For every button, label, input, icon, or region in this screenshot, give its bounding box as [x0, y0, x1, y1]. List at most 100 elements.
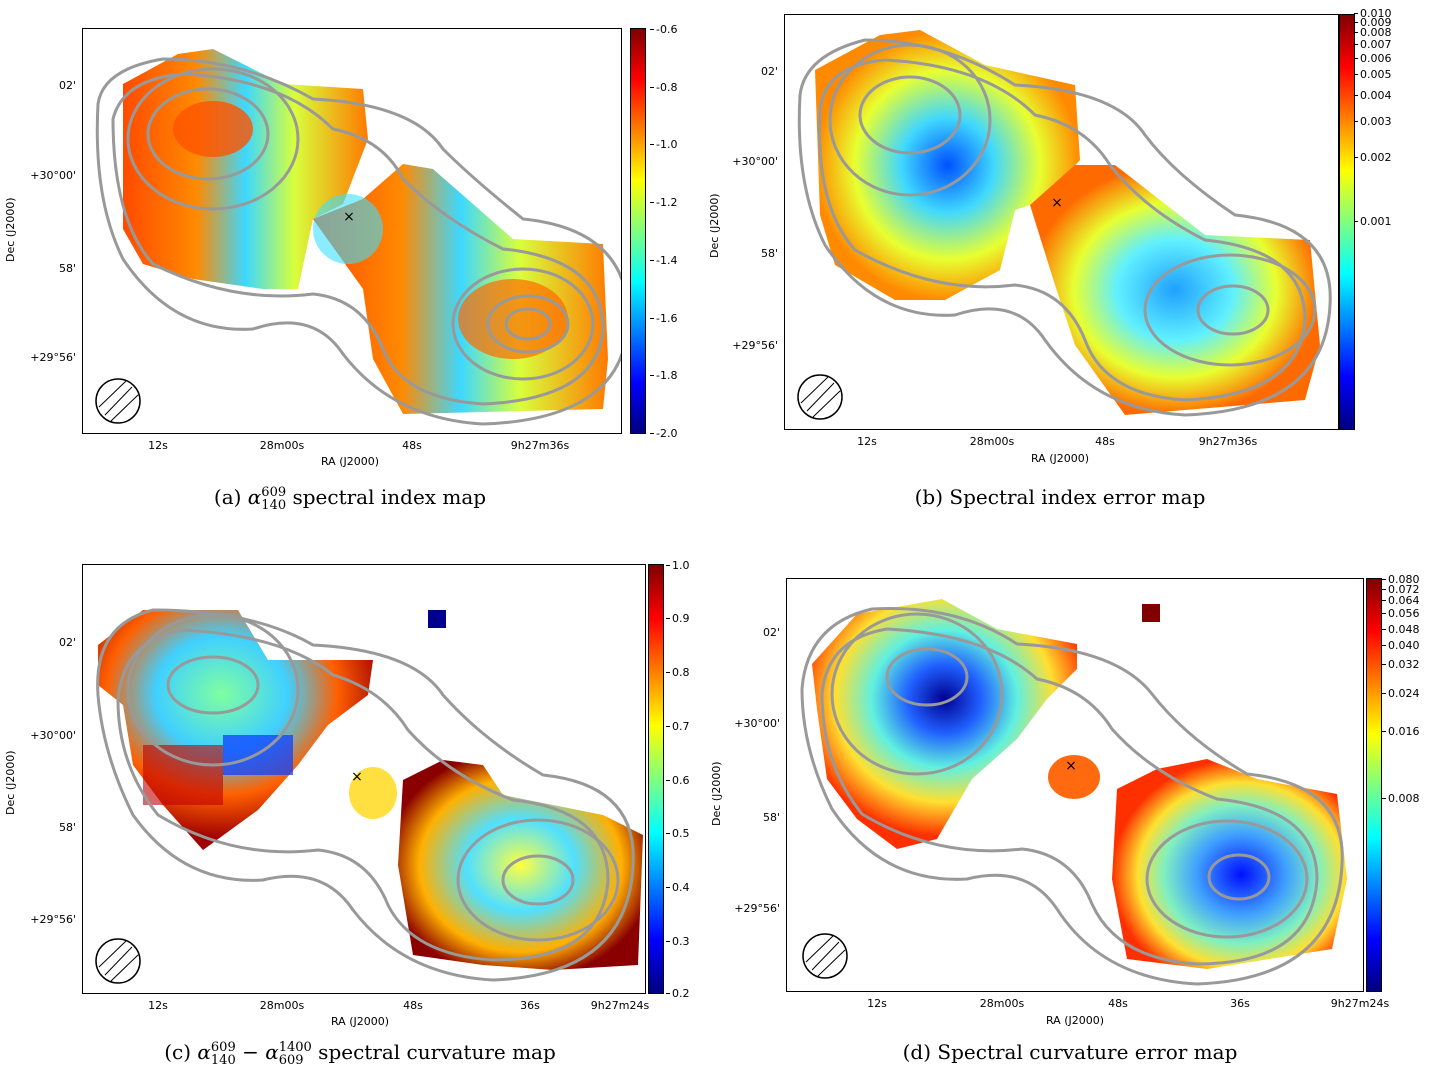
subscript: 140	[261, 497, 287, 513]
panel-a-colorbar	[630, 28, 646, 434]
panel-b-cb-tick: 0.006	[1354, 52, 1392, 65]
panel-b-cb-tick: 0.007	[1354, 38, 1392, 51]
panel-d-ytick: 02'	[762, 626, 780, 639]
panel-d-caption-label: (d)	[902, 1040, 932, 1064]
panel-d-cb-tick: 0.048	[1382, 623, 1420, 636]
panel-b-beam	[797, 374, 843, 420]
panel-b-xtick: 12s	[857, 435, 877, 448]
panel-c-cb-tick: 0.4	[666, 881, 690, 894]
panel-c-ytick: 58'	[58, 821, 76, 834]
panel-c-xtick: 28m00s	[259, 999, 305, 1012]
minus-symbol: −	[242, 1040, 259, 1064]
panel-d-isolated-pixel	[1142, 604, 1160, 622]
panel-d-cb-tick: 0.064	[1382, 594, 1420, 607]
panel-c-red-region-left	[143, 745, 223, 805]
panel-c-xtick: 36s	[520, 999, 540, 1012]
panel-b-ytick: 02'	[760, 65, 778, 78]
panel-b-ytick: 58'	[760, 247, 778, 260]
panel-b-xlabel: RA (J2000)	[1030, 452, 1090, 465]
panel-a-ytick: +29°56'	[30, 351, 76, 364]
panel-c-ytick: +29°56'	[30, 913, 76, 926]
panel-d-cb-tick: 0.056	[1382, 607, 1420, 620]
panel-b-colorbar	[1339, 14, 1355, 430]
panel-a-xtick: 9h27m36s	[510, 439, 570, 452]
panel-c-beam-hatch	[98, 940, 139, 982]
panel-a-caption: (a) α 609 140 spectral index map	[214, 485, 486, 512]
panel-d-caption-text: Spectral curvature error map	[931, 1040, 1238, 1064]
panel-b-map: ×	[784, 14, 1339, 430]
panel-b-image	[797, 30, 1332, 420]
panel-c-colorbar	[648, 564, 664, 994]
panel-a-ytick: 58'	[58, 262, 76, 275]
panel-c-caption-label: (c)	[164, 1040, 192, 1064]
panel-c-caption-text: spectral curvature map	[318, 1040, 556, 1064]
alpha-symbol: α	[197, 1040, 211, 1064]
panel-c-cb-tick: 0.3	[666, 935, 690, 948]
panel-b-cb-tick: 0.004	[1354, 89, 1392, 102]
panel-d-xtick: 28m00s	[979, 997, 1025, 1010]
panel-b-source-right	[1030, 165, 1320, 415]
panel-a-cb-tick: -1.2	[649, 196, 678, 209]
panel-d-cb-tick: 0.016	[1382, 725, 1420, 738]
panel-c-image	[95, 608, 643, 984]
panel-b-ylabel: Dec (J2000)	[708, 193, 721, 258]
panel-a-beam	[95, 378, 141, 424]
panel-d-image	[800, 599, 1347, 986]
panel-b-xtick: 9h27m36s	[1198, 435, 1258, 448]
panel-d-core-marker: ×	[1065, 758, 1077, 774]
panel-b-source-left	[815, 30, 1080, 300]
superscript: 1400	[278, 1039, 312, 1055]
panel-d-xtick: 9h27m24s	[1330, 997, 1390, 1010]
panel-b-xtick: 48s	[1095, 435, 1115, 448]
panel-b-caption-label: (b)	[914, 485, 944, 509]
panel-c-ytick: +30°00'	[30, 729, 76, 742]
panel-a-caption-label: (a)	[213, 485, 242, 509]
panel-c-ylabel: Dec (J2000)	[4, 750, 17, 815]
panel-b-ytick: +30°00'	[732, 155, 778, 168]
panel-c-source-right	[398, 760, 643, 970]
panel-c-cb-tick: 0.6	[666, 774, 690, 787]
panel-b-cb-tick: 0.005	[1354, 68, 1392, 81]
panel-a-image	[95, 49, 621, 426]
panel-a-map: ×	[82, 28, 622, 434]
panel-b-contours	[797, 38, 1332, 417]
panel-b-core-marker: ×	[1051, 195, 1063, 211]
panel-d-xtick: 12s	[867, 997, 887, 1010]
panel-d-contours	[800, 606, 1344, 986]
panel-a-xlabel: RA (J2000)	[320, 455, 380, 468]
panel-a-contours	[95, 57, 621, 426]
panel-c-xtick: 9h27m24s	[590, 999, 650, 1012]
panel-c-cb-tick: 0.5	[666, 827, 690, 840]
panel-d-caption: (d) Spectral curvature error map	[903, 1040, 1238, 1064]
panel-a-cb-tick: -0.8	[649, 81, 678, 94]
panel-b-cb-tick: 0.008	[1354, 26, 1392, 39]
panel-d-ylabel: Dec (J2000)	[710, 761, 723, 826]
panel-a-caption-text: spectral index map	[292, 485, 487, 509]
panel-c-xtick: 12s	[148, 999, 168, 1012]
alpha-symbol: α	[265, 1040, 279, 1064]
panel-b-cb-tick: 0.010	[1354, 7, 1392, 20]
panel-a-ytick: 02'	[58, 79, 76, 92]
panel-a-hotspot-right	[458, 279, 568, 359]
panel-c-cb-tick: 0.2	[666, 987, 690, 1000]
alpha-symbol: α	[247, 485, 262, 509]
panel-b-caption-text: Spectral index error map	[943, 485, 1206, 509]
panel-d-xlabel: RA (J2000)	[1045, 1014, 1105, 1027]
panel-c-core-marker: ×	[351, 769, 363, 785]
subscript: 140	[210, 1052, 236, 1068]
panel-d-cb-tick: 0.032	[1382, 658, 1420, 671]
panel-d-xtick: 48s	[1108, 997, 1128, 1010]
panel-c-cb-tick: 0.8	[666, 666, 690, 679]
panel-a-ylabel: Dec (J2000)	[4, 197, 17, 262]
panel-d-cb-tick: 0.072	[1382, 583, 1420, 596]
panel-a-cb-tick: -2.0	[649, 427, 678, 440]
panel-a-hotspot-left	[173, 101, 253, 157]
panel-b-beam-hatch	[800, 376, 841, 418]
panel-c-map: ×	[82, 564, 646, 994]
panel-d-map: ×	[786, 578, 1364, 992]
panel-a-xtick: 12s	[148, 439, 168, 452]
panel-b-xtick: 28m00s	[969, 435, 1015, 448]
panel-d-colorbar	[1366, 578, 1382, 992]
panel-c-xtick: 48s	[403, 999, 423, 1012]
panel-a-cb-tick: -1.8	[649, 369, 678, 382]
